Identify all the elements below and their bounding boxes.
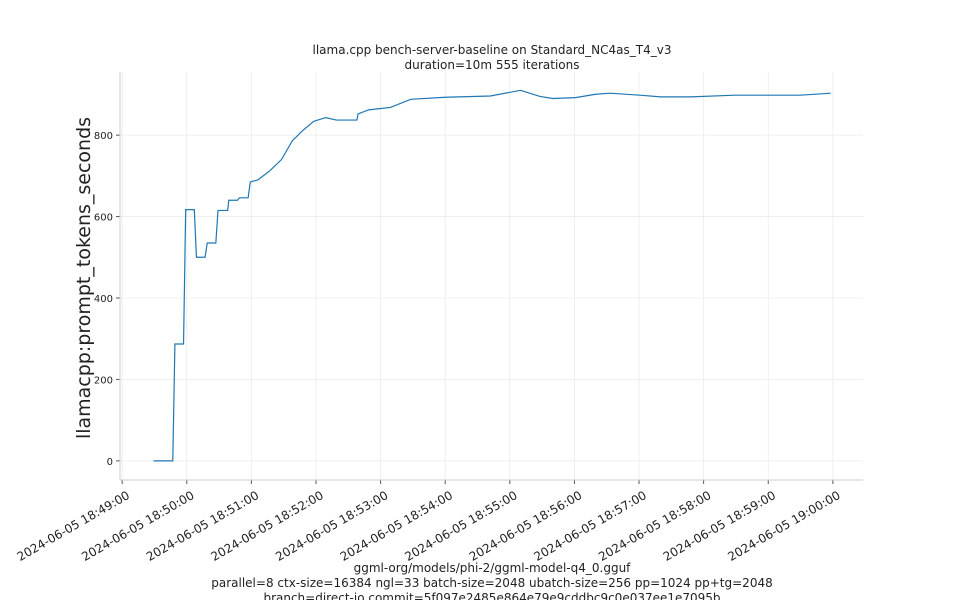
x-tick-label: 2024-06-05 18:50:00 (79, 488, 196, 564)
x-tick-label: 2024-06-05 18:56:00 (467, 488, 584, 564)
y-tick-label: 0 (107, 457, 113, 468)
x-axis-label: branch=direct-io commit=5f097e2485e864e7… (263, 591, 720, 600)
x-tick-label: 2024-06-05 19:00:00 (725, 488, 842, 564)
x-tick-label: 2024-06-05 18:58:00 (596, 488, 713, 564)
x-tick-label: 2024-06-05 18:55:00 (402, 488, 519, 564)
x-tick-label: 2024-06-05 18:49:00 (15, 488, 132, 564)
x-tick-label: 2024-06-05 18:59:00 (661, 488, 778, 564)
x-axis-label: parallel=8 ctx-size=16384 ngl=33 batch-s… (211, 576, 772, 590)
y-tick-label: 200 (94, 375, 113, 386)
x-tick-label: 2024-06-05 18:57:00 (532, 488, 649, 564)
y-axis-label: llamacpp:prompt_tokens_seconds (73, 117, 95, 439)
chart-subtitle: duration=10m 555 iterations (405, 58, 580, 72)
x-tick-label: 2024-06-05 18:53:00 (273, 488, 390, 564)
chart-title: llama.cpp bench-server-baseline on Stand… (313, 43, 672, 57)
x-tick-label: 2024-06-05 18:54:00 (338, 488, 455, 564)
y-tick-label: 400 (94, 294, 113, 305)
x-tick-label: 2024-06-05 18:52:00 (209, 488, 326, 564)
y-tick-label: 800 (94, 131, 113, 142)
y-tick-label: 600 (94, 213, 113, 224)
x-axis-label: ggml-org/models/phi-2/ggml-model-q4_0.gg… (354, 561, 632, 575)
data-line (153, 89, 831, 462)
x-tick-label: 2024-06-05 18:51:00 (144, 488, 261, 564)
